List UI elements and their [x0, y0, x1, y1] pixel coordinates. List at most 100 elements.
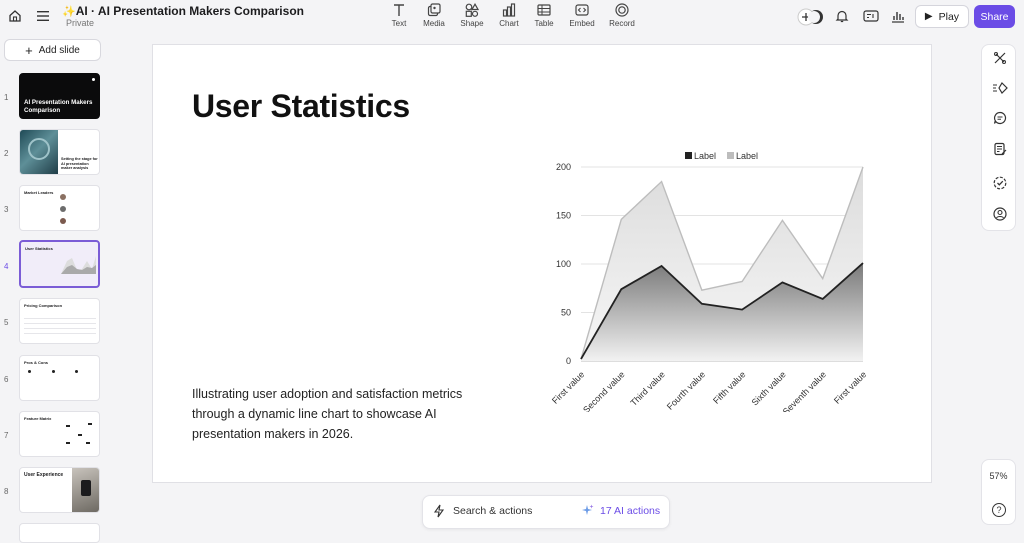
thumbnail-marker — [88, 423, 92, 425]
slide-thumbnail-5[interactable]: Pricing Comparison — [19, 298, 100, 344]
review-check-icon[interactable] — [991, 174, 1009, 192]
slide-number: 3 — [4, 205, 9, 214]
right-tools-panel — [981, 44, 1016, 231]
thumbnail-marker — [66, 425, 70, 427]
x-tick-label: Fourth value — [665, 369, 707, 411]
x-tick-label: Fifth value — [711, 369, 747, 405]
thumbnail-avatar — [60, 206, 66, 212]
share-label: Share — [980, 10, 1009, 23]
slide-number: 5 — [4, 318, 9, 327]
chart-tool-button[interactable]: Chart — [491, 3, 527, 28]
slide-thumbnail-9[interactable] — [19, 523, 100, 543]
record-icon — [615, 3, 629, 17]
play-icon: ▶ — [924, 11, 933, 22]
slide-thumbnail-3[interactable]: Market Leaders — [19, 185, 100, 231]
thumbnail-marker — [66, 442, 70, 444]
chart-tool-label: Chart — [499, 19, 519, 28]
legend-swatch — [727, 152, 734, 159]
slide-thumbnail-8[interactable]: User Experience — [19, 467, 100, 513]
slide-thumbnail-4[interactable]: User Statistics — [19, 240, 100, 288]
x-tick-label: First value — [832, 369, 868, 405]
shape-tool-button[interactable]: Shape — [454, 3, 490, 28]
slide-number: 8 — [4, 487, 9, 496]
ai-sparkle-icon — [582, 504, 594, 515]
document-visibility: Private — [66, 18, 95, 28]
legend-label: Label — [694, 151, 716, 161]
play-label: Play — [938, 10, 960, 23]
design-tools-icon[interactable] — [991, 49, 1009, 67]
thumbnail-dot — [28, 370, 31, 373]
legend-swatch — [685, 152, 692, 159]
slide-thumbnail-1[interactable]: AI Presentation Makers Comparison — [19, 73, 100, 119]
slide-thumbnail-title: Market Leaders — [24, 190, 54, 195]
slide-thumbnail-7[interactable]: Feature Matrix — [19, 411, 100, 457]
y-tick-label: 0 — [566, 356, 571, 366]
table-icon — [537, 4, 551, 16]
presenter-notes-icon[interactable] — [862, 8, 880, 24]
x-tick-label: Third value — [628, 369, 667, 408]
text-tool-button[interactable]: Text — [381, 3, 417, 28]
y-tick-label: 50 — [561, 308, 571, 318]
home-icon[interactable] — [7, 8, 23, 24]
embed-tool-button[interactable]: Embed — [564, 3, 600, 28]
media-tool-button[interactable]: Media — [416, 3, 452, 28]
slide-thumbnail-title: Feature Matrix — [24, 416, 52, 421]
zoom-panel: 57% ? — [981, 459, 1016, 525]
comments-icon[interactable] — [991, 109, 1009, 127]
record-tool-label: Record — [609, 19, 635, 28]
text-tool-label: Text — [391, 19, 407, 28]
notifications-bell-icon[interactable] — [834, 8, 850, 24]
thumbnail-dot — [52, 370, 55, 373]
menu-icon[interactable] — [35, 8, 51, 24]
y-tick-label: 100 — [556, 259, 571, 269]
search-actions-icon — [433, 504, 445, 518]
series-line — [580, 262, 864, 360]
add-slide-button[interactable]: + Add slide — [4, 39, 101, 61]
slide-canvas[interactable]: User Statistics Illustrating user adopti… — [152, 44, 932, 483]
thumbnail-chart — [61, 256, 96, 274]
media-tool-label: Media — [423, 19, 445, 28]
table-tool-button[interactable]: Table — [526, 3, 562, 28]
slide-thumbnail-title: Pricing Comparison — [24, 303, 63, 308]
slide-thumbnail-2[interactable]: Setting the stage for AI presentation ma… — [19, 129, 100, 175]
play-button[interactable]: ▶ Play — [915, 5, 969, 28]
animation-icon[interactable] — [991, 79, 1009, 97]
x-tick-label: Second value — [581, 369, 627, 412]
y-tick-label: 150 — [556, 211, 571, 221]
zoom-level[interactable]: 57% — [989, 471, 1008, 481]
analytics-icon[interactable] — [890, 8, 906, 24]
slide-thumbnail-6[interactable]: Pros & Cons — [19, 355, 100, 401]
record-tool-button[interactable]: Record — [604, 3, 640, 28]
thumbnail-circle — [28, 138, 50, 160]
slide-title[interactable]: User Statistics — [192, 88, 410, 124]
add-slide-label: Add slide — [38, 44, 80, 56]
slide-number: 2 — [4, 149, 9, 158]
thumbnail-marker — [86, 442, 90, 444]
help-icon[interactable]: ? — [992, 503, 1006, 517]
x-tick-label: Sixth value — [750, 369, 788, 407]
share-button[interactable]: Share — [974, 5, 1015, 28]
thumbnail-marker — [78, 434, 82, 436]
bottom-action-bar: Search & actions 17 AI actions — [422, 495, 670, 529]
shape-icon — [465, 3, 479, 17]
legend-label: Label — [736, 151, 758, 161]
user-profile-icon[interactable] — [991, 205, 1009, 223]
slide-number: 1 — [4, 93, 9, 102]
top-toolbar: ✨AI · AI Presentation Makers Comparison … — [0, 0, 1024, 34]
ai-actions-label: 17 AI actions — [600, 504, 661, 517]
collaborators-avatar[interactable] — [797, 7, 825, 27]
slide-number: 7 — [4, 431, 9, 440]
search-actions-button[interactable]: Search & actions — [432, 504, 532, 518]
search-actions-label: Search & actions — [453, 505, 533, 517]
media-icon — [427, 3, 441, 17]
shape-tool-label: Shape — [460, 19, 484, 28]
slide-description[interactable]: Illustrating user adoption and satisfact… — [192, 387, 463, 441]
thumbnail-table — [24, 316, 96, 338]
sparkle-icon: ✨ — [62, 6, 76, 18]
notes-icon[interactable] — [991, 140, 1009, 158]
document-title[interactable]: ✨AI · AI Presentation Makers Comparison — [62, 4, 304, 18]
ai-actions-button[interactable]: 17 AI actions — [581, 504, 660, 517]
thumbnail-avatar — [60, 194, 66, 200]
thumbnail-avatar — [60, 218, 66, 224]
